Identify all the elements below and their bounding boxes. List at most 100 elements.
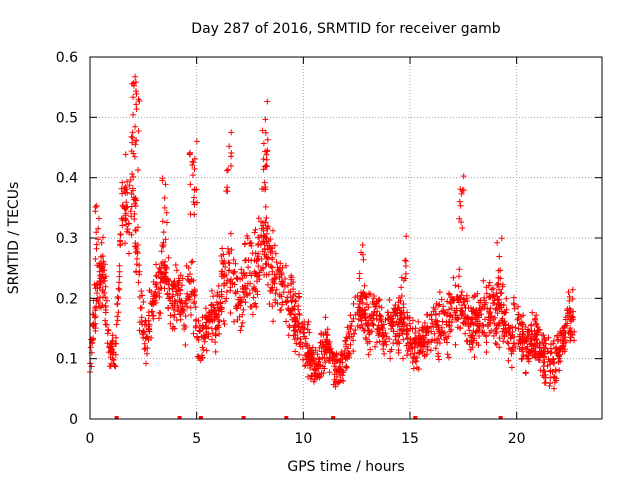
data-point	[262, 234, 269, 240]
data-point-peak	[224, 184, 231, 191]
data-point	[389, 315, 396, 322]
data-point	[95, 298, 102, 305]
data-point	[400, 355, 406, 362]
data-point	[328, 349, 335, 356]
data-point	[97, 304, 104, 311]
data-point	[282, 275, 288, 282]
x-tick-label: 0	[86, 431, 95, 447]
data-point	[412, 358, 419, 364]
data-point	[409, 317, 416, 324]
data-point	[320, 341, 327, 348]
data-point	[348, 323, 355, 330]
data-point	[149, 298, 156, 305]
data-point	[196, 322, 203, 329]
data-point	[385, 312, 392, 319]
data-point	[272, 297, 279, 303]
data-point	[541, 359, 548, 365]
data-point	[134, 248, 141, 255]
data-point	[116, 262, 123, 269]
data-point	[565, 289, 572, 296]
data-point	[291, 336, 298, 343]
data-point	[290, 292, 297, 299]
data-point	[395, 304, 401, 311]
data-point-peak	[494, 296, 501, 303]
data-point	[127, 177, 134, 183]
data-point	[373, 316, 380, 323]
data-point-peak	[133, 137, 140, 144]
data-point	[544, 348, 551, 355]
data-point	[372, 303, 379, 310]
data-point	[553, 350, 560, 357]
zero-marker	[114, 416, 119, 419]
data-point	[498, 301, 505, 308]
data-point	[524, 343, 531, 350]
data-point	[541, 368, 548, 375]
data-point	[144, 350, 150, 357]
data-point	[471, 292, 478, 299]
data-point	[501, 333, 508, 340]
zero-marker	[198, 416, 203, 419]
data-point	[295, 303, 302, 309]
data-point	[344, 324, 351, 331]
data-point-peak	[457, 202, 464, 209]
data-point	[115, 309, 122, 316]
data-point	[224, 277, 231, 284]
data-point	[547, 350, 554, 357]
data-point	[131, 210, 138, 217]
data-point	[208, 302, 214, 309]
data-point	[552, 366, 559, 373]
data-point	[550, 355, 557, 362]
data-point	[456, 273, 462, 280]
data-point	[91, 281, 98, 288]
data-points	[87, 73, 578, 419]
data-point	[109, 343, 116, 350]
data-point	[415, 318, 422, 325]
data-point	[287, 294, 294, 301]
data-point	[145, 309, 152, 316]
data-point	[554, 333, 561, 340]
data-point	[364, 323, 371, 330]
data-point	[560, 332, 566, 339]
data-point	[252, 226, 259, 233]
data-point-peak	[460, 173, 467, 180]
data-point	[466, 327, 473, 334]
data-point-peak	[132, 73, 139, 80]
data-point	[454, 324, 461, 331]
data-point	[292, 327, 299, 334]
data-point	[403, 342, 410, 349]
data-point	[258, 218, 264, 225]
data-point	[468, 332, 475, 339]
data-point	[188, 259, 195, 266]
data-point	[136, 262, 143, 269]
data-point	[226, 250, 233, 257]
data-point-peak	[93, 202, 100, 209]
data-point	[128, 148, 135, 155]
data-point	[446, 328, 453, 335]
data-point	[102, 294, 109, 301]
data-point	[383, 333, 390, 340]
data-point	[216, 330, 223, 337]
data-point	[238, 323, 245, 330]
data-point	[396, 340, 403, 347]
data-point	[438, 296, 445, 303]
data-point	[556, 367, 563, 374]
data-point	[134, 255, 140, 262]
data-point	[349, 318, 355, 325]
data-point	[420, 326, 427, 333]
data-point	[320, 370, 327, 377]
data-point	[493, 341, 500, 348]
data-point	[161, 285, 168, 292]
data-point	[223, 272, 230, 278]
data-point	[292, 348, 299, 355]
data-point	[448, 294, 455, 301]
data-point	[446, 306, 452, 313]
data-point	[486, 279, 493, 286]
data-point	[116, 279, 123, 286]
data-point	[116, 273, 123, 280]
data-point	[432, 311, 439, 318]
data-point	[416, 350, 422, 357]
data-point	[447, 300, 454, 307]
data-point	[295, 294, 302, 301]
data-point	[129, 129, 136, 136]
data-point	[250, 283, 257, 290]
